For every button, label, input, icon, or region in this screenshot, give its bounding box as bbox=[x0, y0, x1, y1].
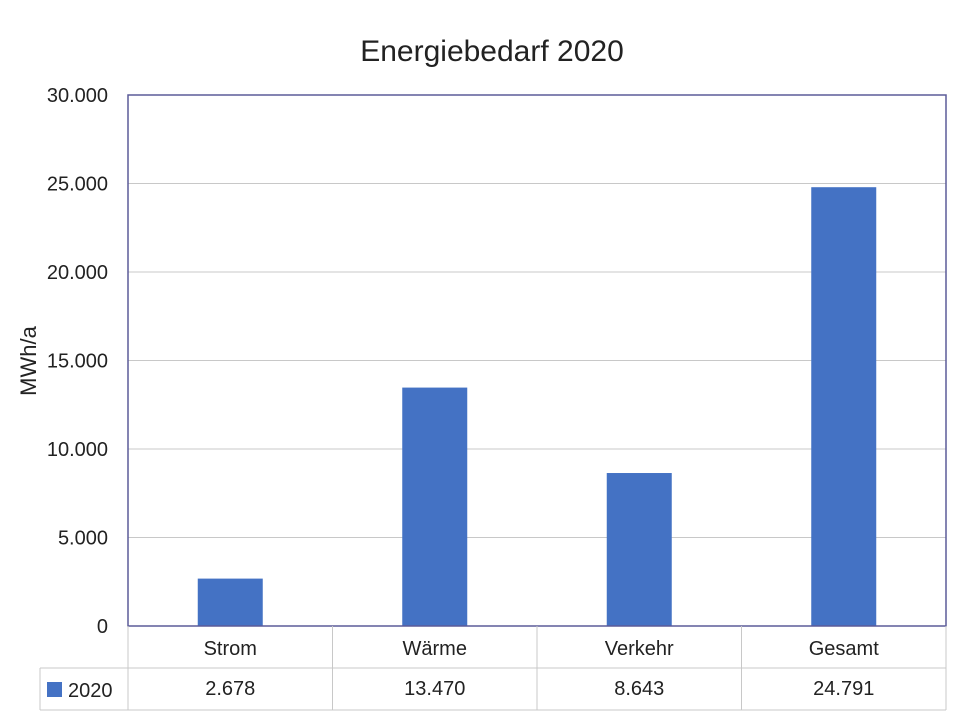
chart-title: Energiebedarf 2020 bbox=[360, 35, 624, 68]
y-tick-label: 5.000 bbox=[58, 528, 108, 550]
legend-label: 2020 bbox=[68, 680, 113, 702]
category-label: Verkehr bbox=[605, 638, 674, 660]
y-tick-label: 20.000 bbox=[47, 262, 108, 284]
data-value-label: 13.470 bbox=[404, 678, 465, 700]
bar-verkehr bbox=[606, 473, 672, 626]
data-value-label: 2.678 bbox=[205, 678, 255, 700]
y-tick-label: 10.000 bbox=[47, 439, 108, 461]
bars bbox=[197, 187, 877, 627]
bar-gesamt bbox=[811, 187, 877, 627]
bar-wärme bbox=[402, 387, 468, 626]
y-tick-label: 15.000 bbox=[47, 351, 108, 373]
y-tick-label: 30.000 bbox=[47, 85, 108, 107]
legend-swatch bbox=[47, 682, 62, 697]
data-value-label: 8.643 bbox=[614, 678, 664, 700]
category-label: Strom bbox=[204, 638, 257, 660]
data-table: Strom Wärme Verkehr Gesamt 2.678 13.470 8.643 2… bbox=[39, 626, 947, 711]
y-axis-label: MWh/a bbox=[16, 325, 41, 395]
data-value-label: 24.791 bbox=[813, 678, 874, 700]
category-label: Gesamt bbox=[809, 638, 879, 660]
bar-strom bbox=[197, 578, 263, 626]
y-tick-label: 25.000 bbox=[47, 174, 108, 196]
category-label: Wärme bbox=[403, 638, 467, 660]
y-tick-labels: 0 5.000 10.000 15.000 20.000 25.000 30.000 bbox=[47, 85, 108, 638]
y-tick-label: 0 bbox=[97, 616, 108, 638]
gridlines bbox=[128, 183, 946, 538]
